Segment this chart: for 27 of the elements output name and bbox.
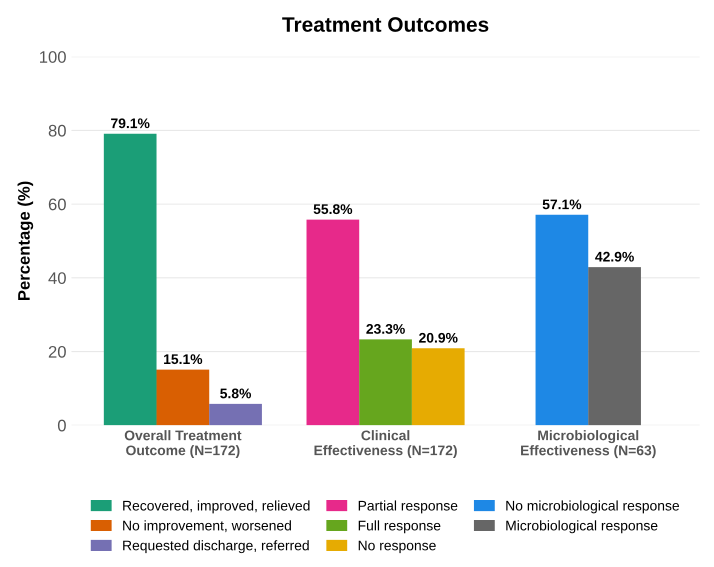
x-tick-label: Overall Treatment Outcome (N=172)	[124, 430, 242, 458]
data-label: 20.9%	[419, 332, 458, 343]
data-label: 23.3%	[366, 324, 405, 334]
y-axis-title: Percentage (%)	[18, 182, 34, 300]
legend-label: No microbiological response	[506, 500, 680, 514]
legend-label: No improvement, worsened	[123, 520, 291, 534]
legend-label: Full response	[358, 520, 440, 534]
data-label: 55.8%	[314, 204, 352, 214]
y-tick-label: 60	[48, 198, 66, 210]
y-tick-label: 20	[48, 346, 66, 358]
data-label: 15.1%	[164, 354, 202, 364]
x-tick-label: Clinical Effectiveness (N=172)	[314, 430, 457, 458]
data-label: 57.1%	[542, 199, 582, 210]
data-label: 5.8%	[220, 388, 252, 398]
chart-title: Treatment Outcomes	[282, 17, 488, 32]
legend-label: Requested discharge, referred	[123, 540, 309, 554]
x-tick-label: Microbiological Effectiveness (N=63)	[521, 430, 656, 458]
data-label: 42.9%	[595, 252, 634, 262]
legend-label: Recovered, improved, relieved	[123, 500, 310, 514]
data-label: 79.1%	[111, 118, 150, 128]
legend-label: Microbiological response	[506, 520, 658, 534]
legend-label: No response	[358, 540, 436, 554]
y-tick-label: 40	[48, 272, 66, 284]
y-tick-label: 100	[40, 51, 66, 63]
y-tick-label: 0	[58, 420, 66, 432]
legend-label: Partial response	[358, 500, 458, 514]
y-tick-label: 80	[48, 124, 66, 137]
